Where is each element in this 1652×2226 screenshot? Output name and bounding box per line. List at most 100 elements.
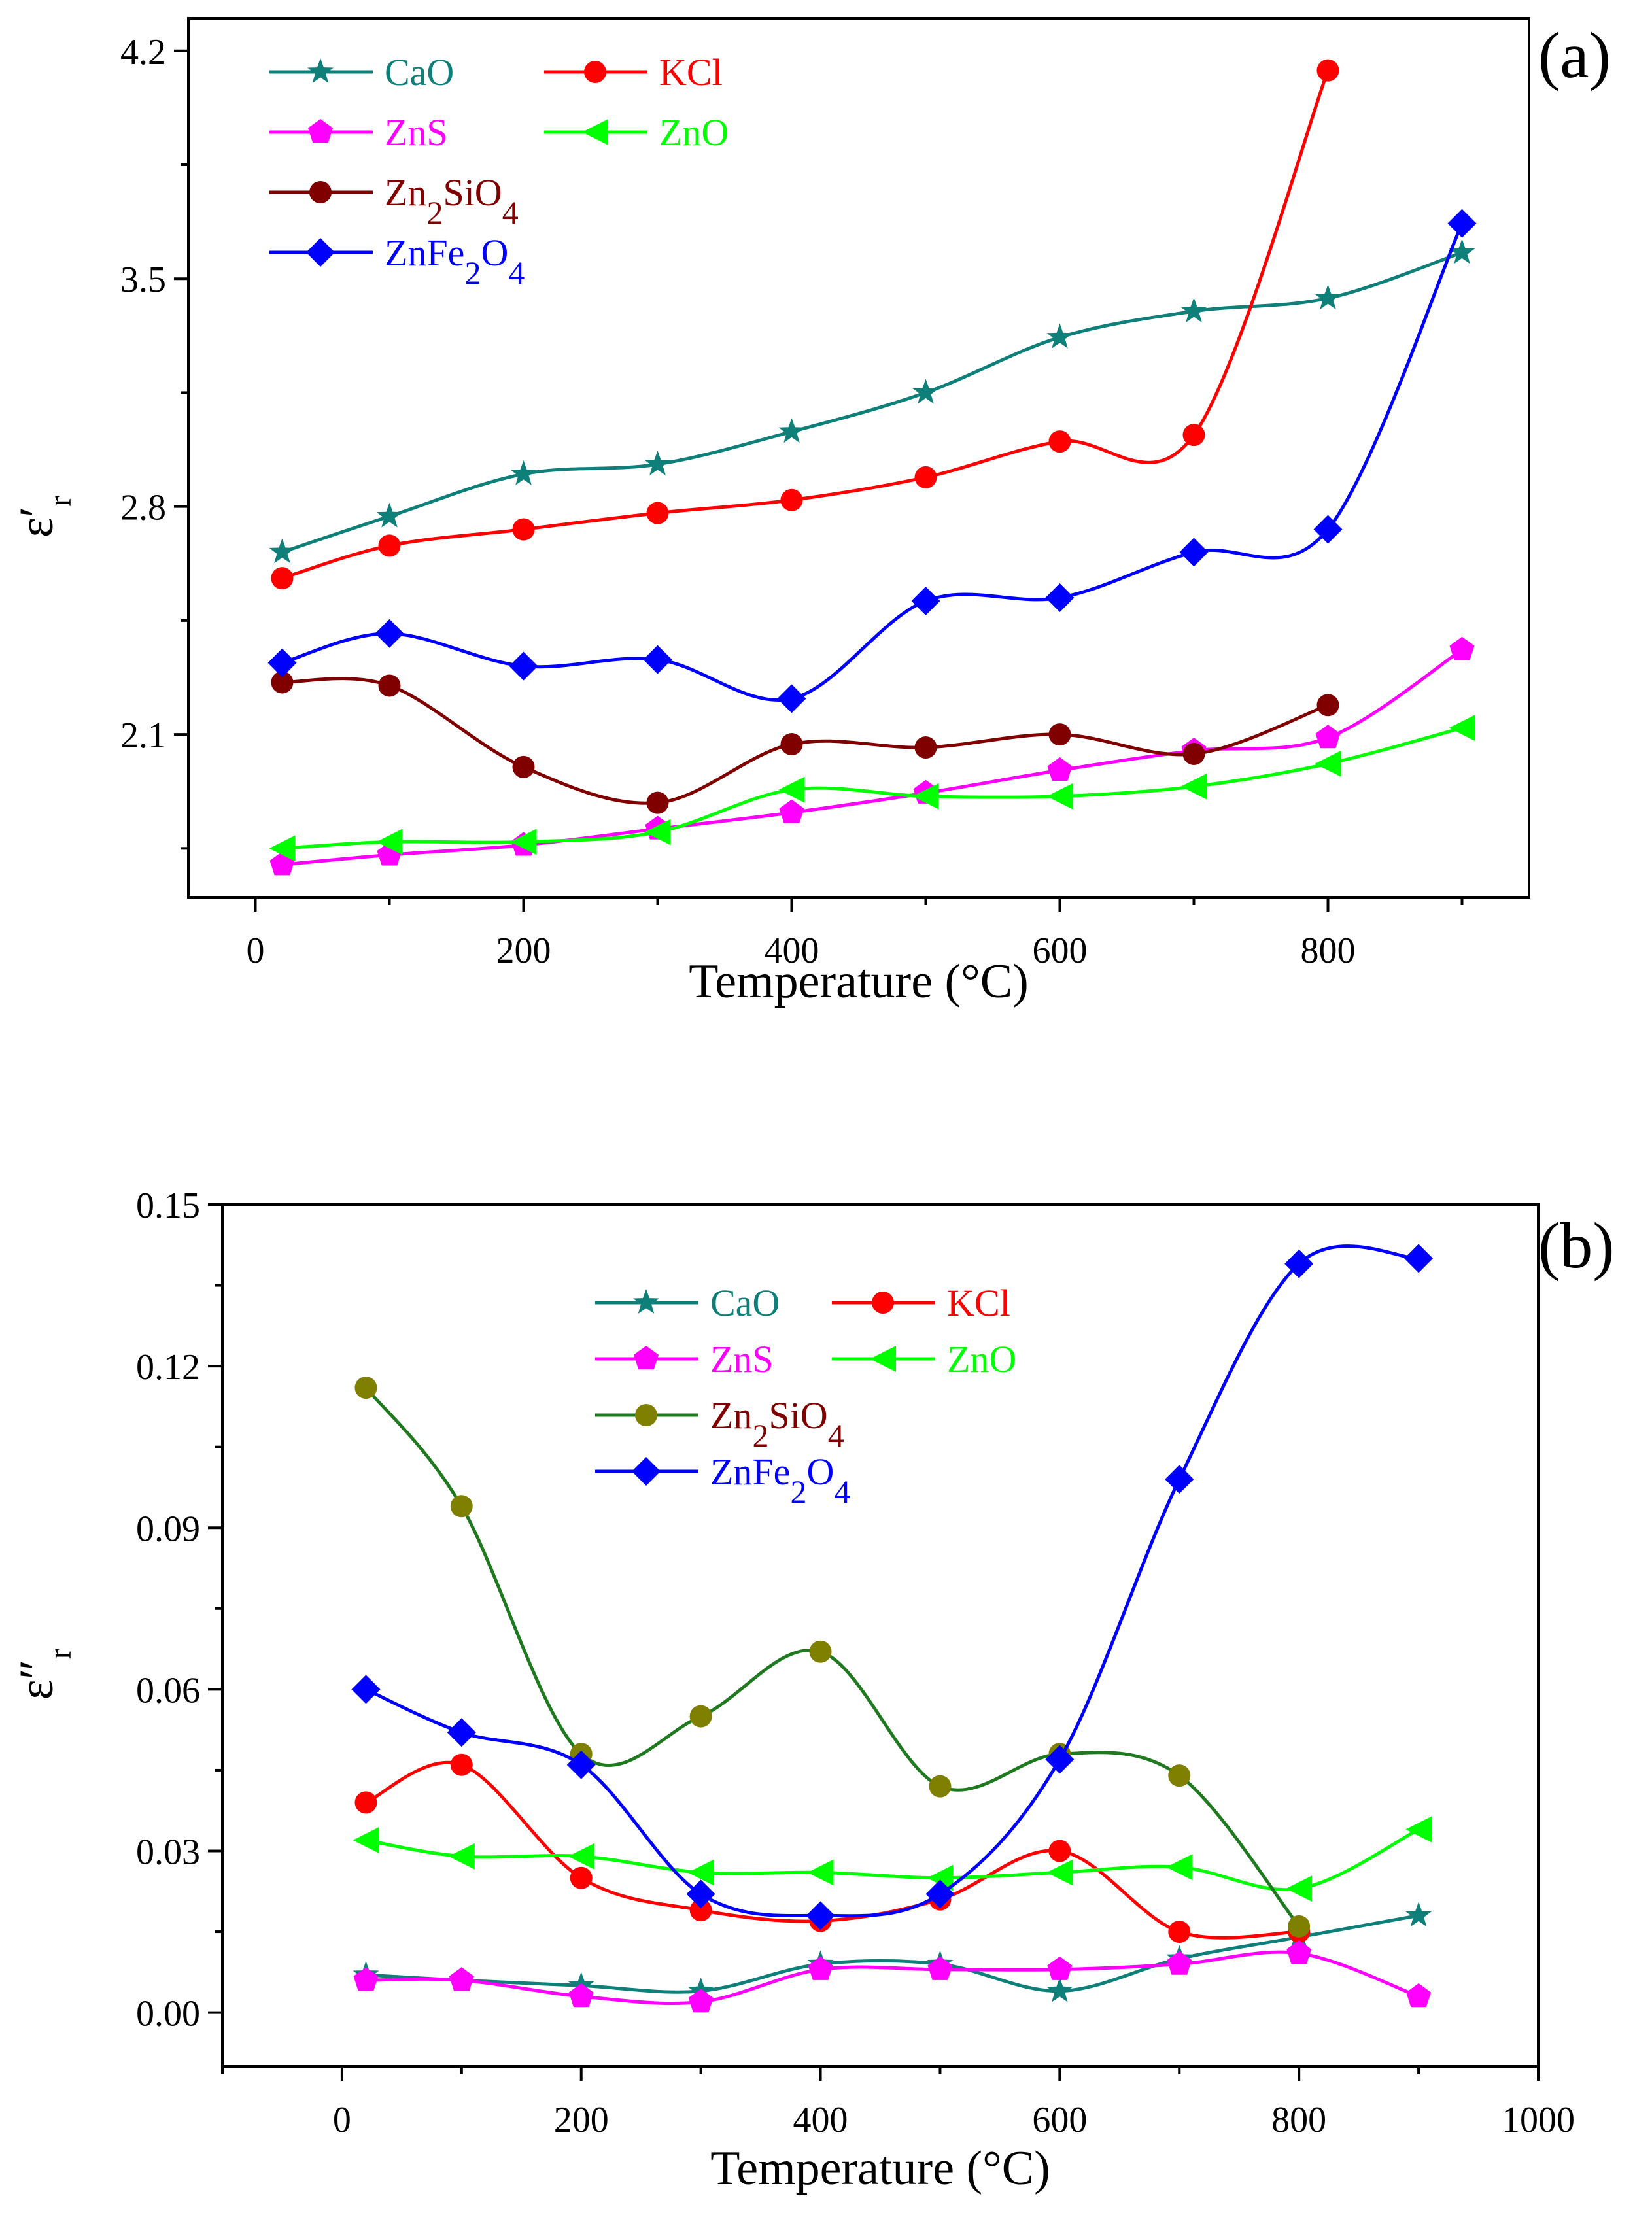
legend-marker-zns-a (308, 119, 333, 143)
data-point-znfe2o4-b (447, 1718, 476, 1747)
y-axis-title-a: ε′r (10, 496, 78, 538)
legend-marker-cao-b (633, 1289, 659, 1314)
data-point-kcl-a (271, 567, 294, 590)
data-point-kcl-b (1168, 1921, 1191, 1943)
data-point-zn2sio4-a (512, 755, 535, 778)
legend-label-zns-a: ZnS (385, 111, 448, 154)
legend-marker-znfe2o4-b (632, 1457, 661, 1486)
data-point-zns-b (808, 1956, 833, 1980)
data-point-znfe2o4-b (351, 1675, 381, 1704)
legend-marker-znfe2o4-a (306, 238, 335, 267)
data-point-znfe2o4-b (1404, 1244, 1434, 1273)
y-tick-label-a: 2.8 (120, 488, 166, 528)
legend-label-znfe2o4-a: ZnFe2O4 (385, 231, 525, 291)
data-point-zno-b (687, 1859, 714, 1886)
x-tick-label-a: 200 (496, 931, 551, 971)
data-point-zns-a (1315, 725, 1341, 749)
y-tick-label-b: 0.15 (136, 1186, 200, 1226)
data-point-znfe2o4-a (1045, 583, 1075, 613)
y-tick-label-b: 0.09 (136, 1509, 200, 1549)
x-tick-label-a: 400 (765, 931, 819, 971)
x-tick-label-a: 800 (1301, 931, 1356, 971)
data-point-cao-a (644, 451, 671, 475)
data-point-zns-a (1449, 636, 1475, 660)
data-point-cao-a (778, 418, 805, 443)
data-point-cao-a (912, 379, 939, 404)
legend-label-kcl-a: KCl (659, 51, 723, 94)
data-point-zn2sio4-a (271, 671, 294, 694)
data-point-cao-b (1046, 1977, 1073, 2002)
data-point-znfe2o4-a (1447, 209, 1477, 238)
panel-label-b: (b) (1538, 1209, 1615, 1282)
y-tick-label-a: 2.1 (120, 715, 166, 756)
data-point-znfe2o4-a (509, 651, 538, 681)
data-point-kcl-a (780, 488, 803, 511)
x-tick-label-b: 200 (554, 2100, 609, 2140)
data-point-zn2sio4-b (809, 1640, 832, 1663)
data-point-zn2sio4-a (1048, 723, 1071, 746)
x-axis-title-b: Temperature (°C) (710, 2142, 1050, 2195)
data-point-zns-a (779, 799, 804, 823)
data-point-kcl-a (378, 534, 401, 557)
data-point-zno-b (568, 1843, 594, 1870)
series-line-zn2sio4-a (282, 677, 1329, 805)
legend-marker-zn2sio4-a (309, 181, 332, 203)
data-point-zno-a (269, 835, 296, 862)
legend-label-zno-b: ZnO (947, 1338, 1016, 1380)
series-line-cao-b (366, 1913, 1419, 1994)
x-tick-label-b: 600 (1032, 2100, 1087, 2140)
series-line-kcl-a (281, 69, 1330, 580)
series-line-cao-a (281, 251, 1463, 554)
legend-label-kcl-b: KCl (947, 1282, 1010, 1324)
data-point-znfe2o4-b (1165, 1465, 1194, 1494)
data-point-znfe2o4-b (1284, 1249, 1314, 1278)
data-point-cao-a (1046, 323, 1073, 349)
y-tick-label-b: 0.06 (136, 1670, 200, 1711)
data-point-zn2sio4-a (780, 733, 803, 756)
data-point-znfe2o4-a (375, 619, 404, 648)
legend-label-zn2sio4-b: Zn2SiO4 (710, 1394, 844, 1454)
series-line-zns-a (282, 648, 1463, 866)
x-tick-label-b: 0 (333, 2100, 351, 2140)
data-point-zns-b (927, 1956, 953, 1980)
data-point-kcl-b (570, 1866, 593, 1889)
x-tick-label-b: 1000 (1502, 2100, 1575, 2140)
data-point-znfe2o4-b (806, 1901, 835, 1930)
data-point-zno-a (1449, 715, 1475, 742)
data-point-cao-a (1449, 239, 1475, 264)
data-point-znfe2o4-a (777, 684, 806, 713)
legend-label-zns-b: ZnS (710, 1338, 774, 1380)
legend-marker-zno-a (582, 119, 608, 145)
data-point-zn2sio4-b (354, 1377, 377, 1399)
legend-label-cao-a: CaO (385, 51, 454, 94)
data-point-zns-b (568, 1983, 594, 2008)
data-point-cao-a (510, 460, 537, 485)
data-point-zns-b (449, 1967, 474, 1991)
data-point-zn2sio4-a (1316, 694, 1339, 717)
data-point-cao-a (1180, 298, 1207, 322)
data-point-zno-a (778, 776, 805, 803)
data-point-zno-a (912, 783, 939, 810)
legend-marker-cao-a (307, 58, 334, 83)
data-point-zn2sio4-b (450, 1495, 473, 1518)
data-point-zno-b (448, 1843, 475, 1870)
data-point-znfe2o4-b (566, 1750, 596, 1779)
x-tick-label-b: 800 (1271, 2100, 1326, 2140)
y-tick-label-a: 4.2 (120, 32, 166, 73)
data-point-znfe2o4-a (1179, 538, 1209, 567)
data-point-kcl-b (1048, 1840, 1071, 1862)
data-point-zn2sio4-b (1288, 1915, 1311, 1938)
legend-marker-zn2sio4-b (635, 1404, 657, 1426)
data-point-zns-b (688, 1989, 714, 2013)
legend-label-zno-a: ZnO (659, 111, 729, 154)
data-point-zn2sio4-b (929, 1775, 952, 1798)
panel-label-a: (a) (1538, 19, 1611, 92)
y-tick-label-b: 0.00 (136, 1994, 200, 2034)
data-point-zno-b (1286, 1875, 1313, 1902)
plot-frame-b (221, 1203, 1540, 2068)
data-point-kcl-b (689, 1899, 712, 1922)
data-point-kcl-a (1316, 59, 1339, 82)
data-point-kcl-b (450, 1753, 473, 1776)
data-point-zno-b (927, 1864, 954, 1891)
chart-panel-b: (b) 0 200 400 600 800 1000 0.00 0.03 0.06 0.09 0.1… (10, 1186, 1615, 2195)
